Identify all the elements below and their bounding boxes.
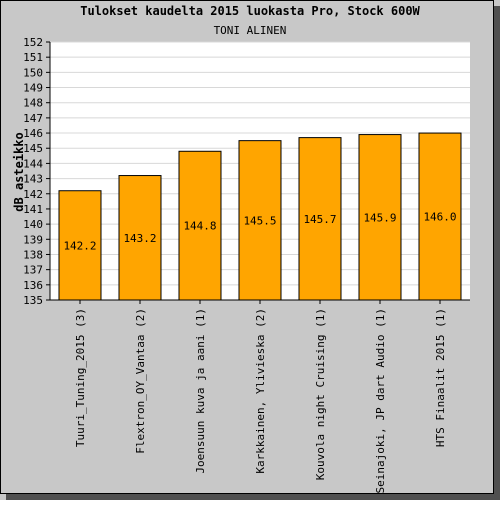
y-tick-label: 145 <box>23 142 43 155</box>
data-label: 143.2 <box>123 232 156 245</box>
x-tick-label: Karkkainen, Ylivieska (2) <box>254 308 267 474</box>
y-tick-label: 149 <box>23 82 43 95</box>
y-tick-label: 141 <box>23 203 43 216</box>
x-tick-label: Tuuri_Tuning_2015 (3) <box>74 308 87 447</box>
data-label: 145.5 <box>243 214 276 227</box>
data-label: 145.7 <box>303 213 336 226</box>
y-tick-label: 150 <box>23 66 43 79</box>
y-tick-label: 152 <box>23 36 43 49</box>
y-tick-label: 142 <box>23 188 43 201</box>
y-tick-label: 138 <box>23 248 43 261</box>
y-axis-ticks: 135 136 137 138 139 140 141 142 143 144 145 146 147 1… <box>23 36 50 307</box>
bar <box>118 175 162 301</box>
y-tick-label: 135 <box>23 294 43 307</box>
x-tick-label: Kouvola night Cruising (1) <box>314 308 327 480</box>
data-label: 145.9 <box>363 211 396 224</box>
y-tick-label: 151 <box>23 51 43 64</box>
bar <box>298 137 342 301</box>
y-tick-label: 137 <box>23 264 43 277</box>
x-tick-label: HTS Finaalit 2015 (1) <box>434 308 447 447</box>
y-tick-label: 139 <box>23 233 43 246</box>
bar <box>418 132 462 301</box>
y-tick-label: 140 <box>23 218 43 231</box>
x-axis-ticks: Tuuri_Tuning_2015 (3) Flextron_OY_Vantaa … <box>74 300 447 493</box>
y-tick-label: 136 <box>23 279 43 292</box>
chart-title: Tulokset kaudelta 2015 luokasta Pro, Sto… <box>80 4 420 18</box>
x-tick-label: Joensuun kuva ja aani (1) <box>194 308 207 474</box>
data-label: 142.2 <box>63 239 96 252</box>
bar <box>238 140 282 301</box>
y-tick-label: 147 <box>23 112 43 125</box>
data-label: 144.8 <box>183 220 216 233</box>
data-label: 146.0 <box>423 211 456 224</box>
x-tick-label: Flextron_OY_Vantaa (2) <box>134 308 147 454</box>
bar <box>178 150 222 301</box>
bars: 142.2 143.2 144.8 145.5 145.7 145.9 146.0 <box>58 132 462 301</box>
x-tick-label: Seinajoki, JP dart Audio (1) <box>374 308 387 493</box>
frame-shadow-right <box>494 6 500 500</box>
y-axis-label: dB asteikko <box>12 132 26 211</box>
y-tick-label: 143 <box>23 173 43 186</box>
y-tick-label: 146 <box>23 127 43 140</box>
chart-subtitle: TONI ALINEN <box>214 24 287 37</box>
frame-shadow-bottom <box>6 494 500 500</box>
y-tick-label: 148 <box>23 97 43 110</box>
chart-border <box>0 0 494 494</box>
y-tick-label: 144 <box>23 157 43 170</box>
